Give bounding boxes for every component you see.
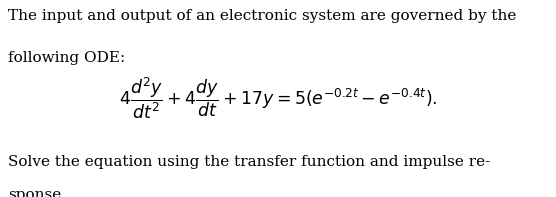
Text: The input and output of an electronic system are governed by the: The input and output of an electronic sy… — [8, 9, 517, 23]
Text: sponse.: sponse. — [8, 188, 66, 197]
Text: $4\dfrac{d^2y}{dt^2} + 4\dfrac{dy}{dt} + 17y = 5(e^{-0.2t} - e^{-0.4t}).$: $4\dfrac{d^2y}{dt^2} + 4\dfrac{dy}{dt} +… — [119, 76, 437, 121]
Text: Solve the equation using the transfer function and impulse re-: Solve the equation using the transfer fu… — [8, 155, 490, 169]
Text: following ODE:: following ODE: — [8, 51, 126, 65]
